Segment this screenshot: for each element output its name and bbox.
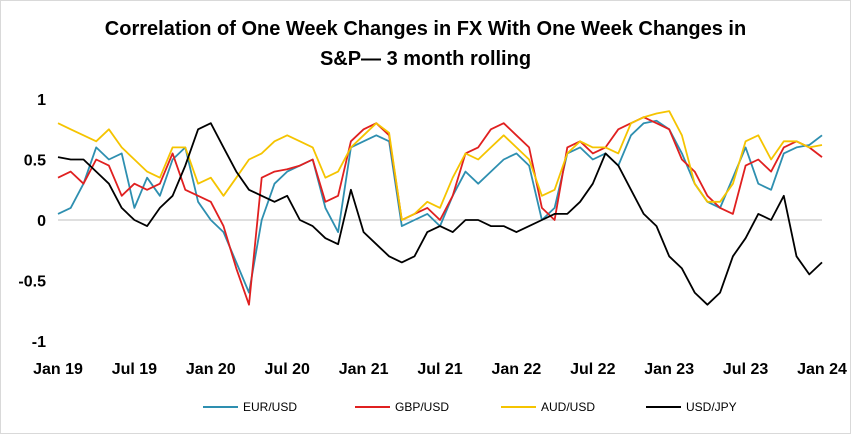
chart-title-line2: S&P— 3 month rolling [319,48,532,70]
y-tick-label: -1 [32,334,46,351]
series-line-aud-usd [57,110,823,221]
series-line-usd-jpy [57,122,823,306]
legend-label: EUR/USD [243,400,297,414]
x-tick-label: Jan 21 [339,361,389,378]
x-tick-label: Jul 20 [265,361,310,378]
series-line-gbp-usd [57,116,823,306]
y-tick-label: 0 [37,213,46,230]
x-tick-label: Jul 19 [112,361,157,378]
x-tick-label: Jul 22 [570,361,615,378]
x-tick-label: Jan 23 [644,361,694,378]
y-tick-label: 1 [37,92,46,109]
y-tick-label: 0.5 [24,153,46,170]
x-tick-label: Jul 21 [417,361,462,378]
legend-label: USD/JPY [686,400,737,414]
x-tick-label: Jan 22 [491,361,541,378]
y-tick-label: -0.5 [18,274,46,291]
x-tick-label: Jan 24 [797,361,847,378]
x-tick-label: Jan 20 [186,361,236,378]
legend-label: AUD/USD [541,400,595,414]
chart-title: Correlation of One Week Changes in FX Wi… [0,14,851,74]
chart-title-line1: Correlation of One Week Changes in FX Wi… [104,18,747,40]
legend-label: GBP/USD [395,400,449,414]
x-tick-label: Jul 23 [723,361,768,378]
x-tick-label: Jan 19 [33,361,83,378]
